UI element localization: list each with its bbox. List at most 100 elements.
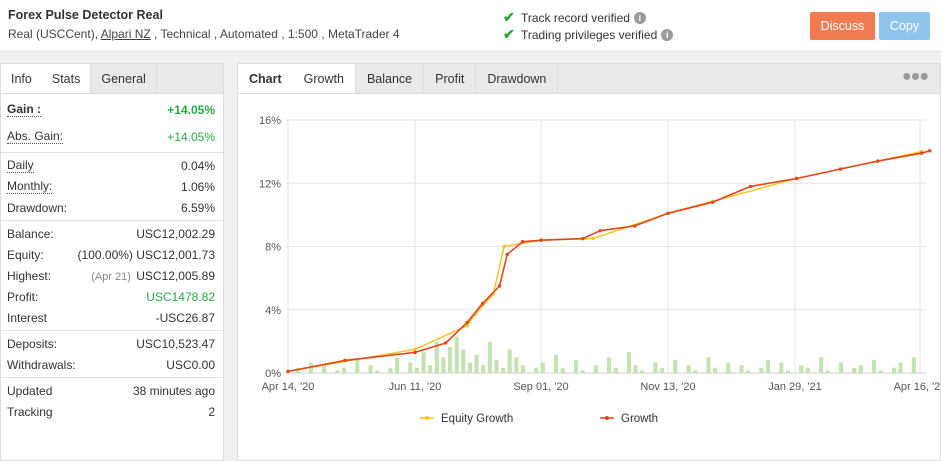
tab-profit[interactable]: Profit	[424, 64, 477, 93]
y-tick-label: 12%	[259, 178, 281, 190]
gain-label[interactable]: Gain :	[7, 101, 42, 117]
data-point	[919, 151, 924, 155]
stats-panel: Info Stats General Gain : +14.05% Abs. G…	[0, 63, 224, 461]
x-tick-label: Apr 14, '20	[262, 381, 315, 393]
activity-bar	[554, 354, 559, 373]
data-point	[748, 184, 753, 189]
series-line-growth	[287, 150, 930, 373]
tab-growth[interactable]: Growth	[292, 64, 356, 93]
data-point	[480, 301, 485, 306]
legend-marker	[605, 416, 609, 420]
y-tick-label: 0%	[265, 368, 281, 380]
tab-drawdown[interactable]: Drawdown	[476, 64, 559, 93]
activity-bar	[580, 370, 585, 373]
activity-bar	[534, 367, 539, 373]
x-tick-label: Jun 11, '20	[389, 381, 442, 393]
profit-label: Profit:	[7, 289, 39, 304]
activity-bar	[507, 349, 512, 373]
deposits-value: USC10,523.47	[136, 336, 215, 351]
data-point	[505, 252, 509, 257]
activity-bar	[819, 357, 824, 373]
chart-legend[interactable]: Equity Growth Growth	[420, 413, 658, 425]
data-point	[413, 350, 417, 355]
activity-bar	[355, 360, 360, 373]
data-point	[591, 236, 595, 241]
activity-bar	[540, 362, 545, 373]
equity-amount: USC12,001.73	[136, 247, 215, 262]
activity-bar	[335, 370, 340, 373]
activity-bar	[673, 360, 678, 373]
stat-balance: Balance: USC12,002.29	[1, 223, 223, 244]
more-dots-icon[interactable]: ●●●	[902, 68, 929, 85]
system-info: Real (USCCent), Alpari NZ , Technical , …	[8, 27, 400, 41]
stat-abs-gain: Abs. Gain: +14.05%	[1, 123, 223, 150]
abs-gain-label[interactable]: Abs. Gain:	[7, 128, 64, 144]
system-title: Forex Pulse Detector Real	[8, 8, 163, 22]
x-tick-label: Sep 01, '20	[513, 381, 568, 393]
equity-value: (100.00%) USC12,001.73	[78, 248, 215, 262]
stat-updated: Updated 38 minutes ago	[1, 380, 223, 401]
activity-bar	[573, 360, 578, 373]
data-point	[794, 176, 799, 181]
daily-label[interactable]: Daily	[7, 157, 34, 173]
rate-group: Daily 0.04% Monthly: 1.06% Drawdown: 6.5…	[1, 153, 223, 221]
check-icon: ✔	[503, 26, 515, 42]
activity-bar	[872, 360, 877, 373]
broker-link[interactable]: Alpari NZ	[100, 27, 151, 41]
tab-info[interactable]: Info	[1, 64, 42, 93]
highest-label: Highest:	[7, 268, 52, 283]
activity-bar	[891, 367, 896, 373]
legend-marker	[425, 416, 429, 420]
activity-bar	[759, 367, 764, 373]
info-icon[interactable]: i	[661, 28, 674, 41]
copy-button[interactable]: Copy	[879, 12, 930, 40]
data-point	[286, 369, 290, 374]
tab-balance[interactable]: Balance	[356, 64, 425, 93]
monthly-label[interactable]: Monthly:	[7, 178, 53, 194]
tab-general[interactable]: General	[91, 64, 157, 93]
x-axis-labels: Apr 14, '20 Jun 11, '20 Sep 01, '20 Nov 13,…	[262, 381, 940, 393]
activity-bar	[494, 360, 499, 373]
drawdown-value: 6.59%	[180, 200, 215, 215]
chart-heading: Chart	[238, 64, 293, 93]
deposits-group: Deposits: USC10,523.47 Withdrawals: USC0…	[1, 331, 223, 378]
activity-bar	[746, 370, 751, 373]
activity-bar	[626, 352, 631, 373]
activity-bar	[607, 357, 612, 373]
interest-label: Interest	[7, 310, 48, 325]
activity-bar	[461, 349, 466, 373]
activity-bar	[368, 365, 373, 373]
data-point	[465, 323, 469, 328]
info-icon[interactable]: i	[633, 11, 646, 24]
activity-bar	[911, 357, 916, 373]
data-point	[838, 167, 843, 171]
system-header: Forex Pulse Detector Real Real (USCCent)…	[0, 0, 941, 52]
balance-value: USC12,002.29	[136, 226, 215, 241]
activity-bar	[434, 341, 439, 373]
legend-label: Growth	[621, 413, 658, 425]
growth-chart: 0% 4% 8% 12% 16% Apr 14, '20 Jun 11, '20 Sep 0…	[259, 115, 940, 425]
updated-value: 38 minutes ago	[132, 383, 215, 398]
x-tick-label: Nov 13, '20	[640, 381, 695, 393]
stat-deposits: Deposits: USC10,523.47	[1, 333, 223, 354]
data-point	[520, 240, 525, 244]
activity-bar	[395, 357, 400, 373]
y-tick-label: 4%	[265, 305, 281, 317]
drawdown-label: Drawdown:	[7, 200, 68, 215]
activity-bar	[805, 367, 810, 373]
monthly-value: 1.06%	[180, 179, 215, 194]
check-icon: ✔	[503, 9, 515, 25]
tracking-label: Tracking	[7, 404, 53, 419]
activity-bar	[785, 370, 790, 373]
trading-privileges-label: Trading privileges verified	[521, 27, 658, 42]
activity-bar	[713, 367, 718, 373]
data-point	[598, 228, 602, 233]
activity-bar	[467, 362, 472, 373]
tab-stats[interactable]: Stats	[41, 64, 92, 93]
data-point	[666, 211, 670, 215]
discuss-button[interactable]: Discuss	[810, 12, 875, 40]
system-specs: , Technical , Automated , 1:500 , MetaTr…	[150, 27, 400, 41]
activity-bar	[633, 365, 638, 373]
balance-group: Balance: USC12,002.29 Equity: (100.00%) …	[1, 221, 223, 331]
data-point	[502, 244, 506, 249]
